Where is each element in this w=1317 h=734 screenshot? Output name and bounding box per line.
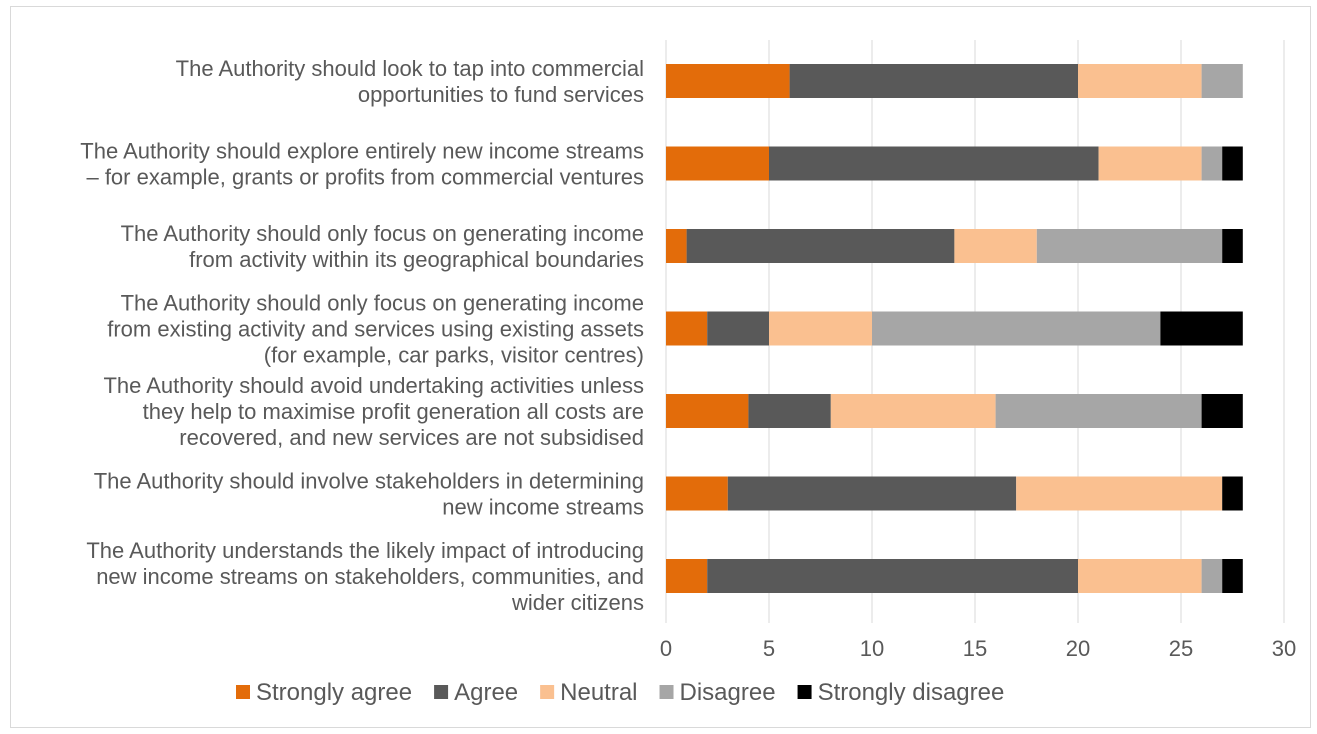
x-tick-label: 10 bbox=[860, 636, 884, 661]
bar-segment bbox=[1201, 394, 1243, 428]
legend-swatch bbox=[659, 685, 674, 699]
x-tick-label: 0 bbox=[660, 636, 672, 661]
legend-label: Disagree bbox=[680, 679, 776, 706]
x-tick-label: 15 bbox=[963, 636, 987, 661]
category-label: opportunities to fund services bbox=[358, 82, 644, 107]
category-label: recovered, and new services are not subs… bbox=[179, 425, 644, 450]
legend-swatch bbox=[236, 685, 250, 699]
bar-segment bbox=[727, 476, 1017, 511]
bar-segment bbox=[707, 559, 1078, 593]
bar-segment bbox=[1036, 229, 1223, 263]
bar-segment bbox=[872, 311, 1161, 346]
category-label: The Authority should only focus on gener… bbox=[121, 291, 644, 316]
bar-segment bbox=[1016, 476, 1223, 511]
bar-segment bbox=[1222, 146, 1243, 181]
legend-swatch bbox=[540, 685, 555, 699]
legend-label: Strongly disagree bbox=[818, 679, 1005, 706]
bar-segment bbox=[666, 476, 728, 511]
category-label: new income streams on stakeholders, comm… bbox=[96, 564, 644, 589]
bar-segment bbox=[707, 311, 769, 346]
bar-segment bbox=[666, 64, 790, 98]
bar-segment bbox=[1222, 559, 1243, 593]
legend-label: Strongly agree bbox=[256, 679, 412, 706]
category-label: The Authority should avoid undertaking a… bbox=[103, 373, 644, 398]
category-label: – for example, grants or profits from co… bbox=[86, 165, 644, 190]
bar-segment bbox=[686, 229, 955, 263]
category-label: The Authority should look to tap into co… bbox=[176, 56, 644, 81]
bar-segment bbox=[666, 394, 749, 428]
bar-segment bbox=[1078, 559, 1202, 593]
category-label: The Authority should involve stakeholder… bbox=[94, 469, 644, 494]
bar-segment bbox=[1222, 476, 1243, 511]
category-label: new income streams bbox=[442, 495, 644, 520]
x-tick-labels: 0 5 10 15 20 25 30 bbox=[660, 636, 1296, 661]
bar-segment bbox=[1160, 311, 1243, 346]
x-tick-label: 25 bbox=[1169, 636, 1193, 661]
bar-segment bbox=[1201, 64, 1243, 98]
bar-segment bbox=[666, 146, 769, 181]
category-label: The Authority should only focus on gener… bbox=[121, 221, 644, 246]
chart-frame bbox=[10, 6, 1311, 728]
x-tick-label: 20 bbox=[1066, 636, 1090, 661]
bar-segment bbox=[769, 146, 1099, 181]
bar-segment bbox=[769, 311, 872, 346]
bar-segment bbox=[995, 394, 1202, 428]
legend-label: Agree bbox=[454, 679, 518, 706]
legend-swatch bbox=[434, 685, 449, 699]
legend: Strongly agree Agree Neutral Disagree Strong… bbox=[236, 679, 1004, 706]
bars bbox=[666, 64, 1243, 593]
bar-segment bbox=[1201, 559, 1223, 593]
category-label: they help to maximise profit generation … bbox=[143, 399, 644, 424]
category-label: (for example, car parks, visitor centres… bbox=[264, 343, 644, 368]
bar-segment bbox=[789, 64, 1078, 98]
category-label: wider citizens bbox=[511, 590, 644, 615]
category-label: from activity within its geographical bo… bbox=[189, 247, 644, 272]
bar-segment bbox=[1078, 64, 1202, 98]
x-tick-label: 30 bbox=[1272, 636, 1296, 661]
x-tick-label: 5 bbox=[763, 636, 775, 661]
category-label: from existing activity and services usin… bbox=[107, 317, 644, 342]
bar-segment bbox=[666, 559, 708, 593]
bar-segment bbox=[748, 394, 831, 428]
category-labels: The Authority should look to tap into co… bbox=[80, 56, 644, 615]
bar-segment bbox=[1098, 146, 1202, 181]
bar-segment bbox=[830, 394, 996, 428]
bar-segment bbox=[954, 229, 1037, 263]
legend-label: Neutral bbox=[560, 679, 637, 706]
bar-segment bbox=[1201, 146, 1223, 181]
legend-swatch bbox=[797, 685, 812, 699]
bar-segment bbox=[666, 229, 687, 263]
category-label: The Authority should explore entirely ne… bbox=[80, 139, 644, 164]
bar-segment bbox=[666, 311, 708, 346]
category-label: The Authority understands the likely imp… bbox=[86, 538, 644, 563]
bar-segment bbox=[1222, 229, 1243, 263]
